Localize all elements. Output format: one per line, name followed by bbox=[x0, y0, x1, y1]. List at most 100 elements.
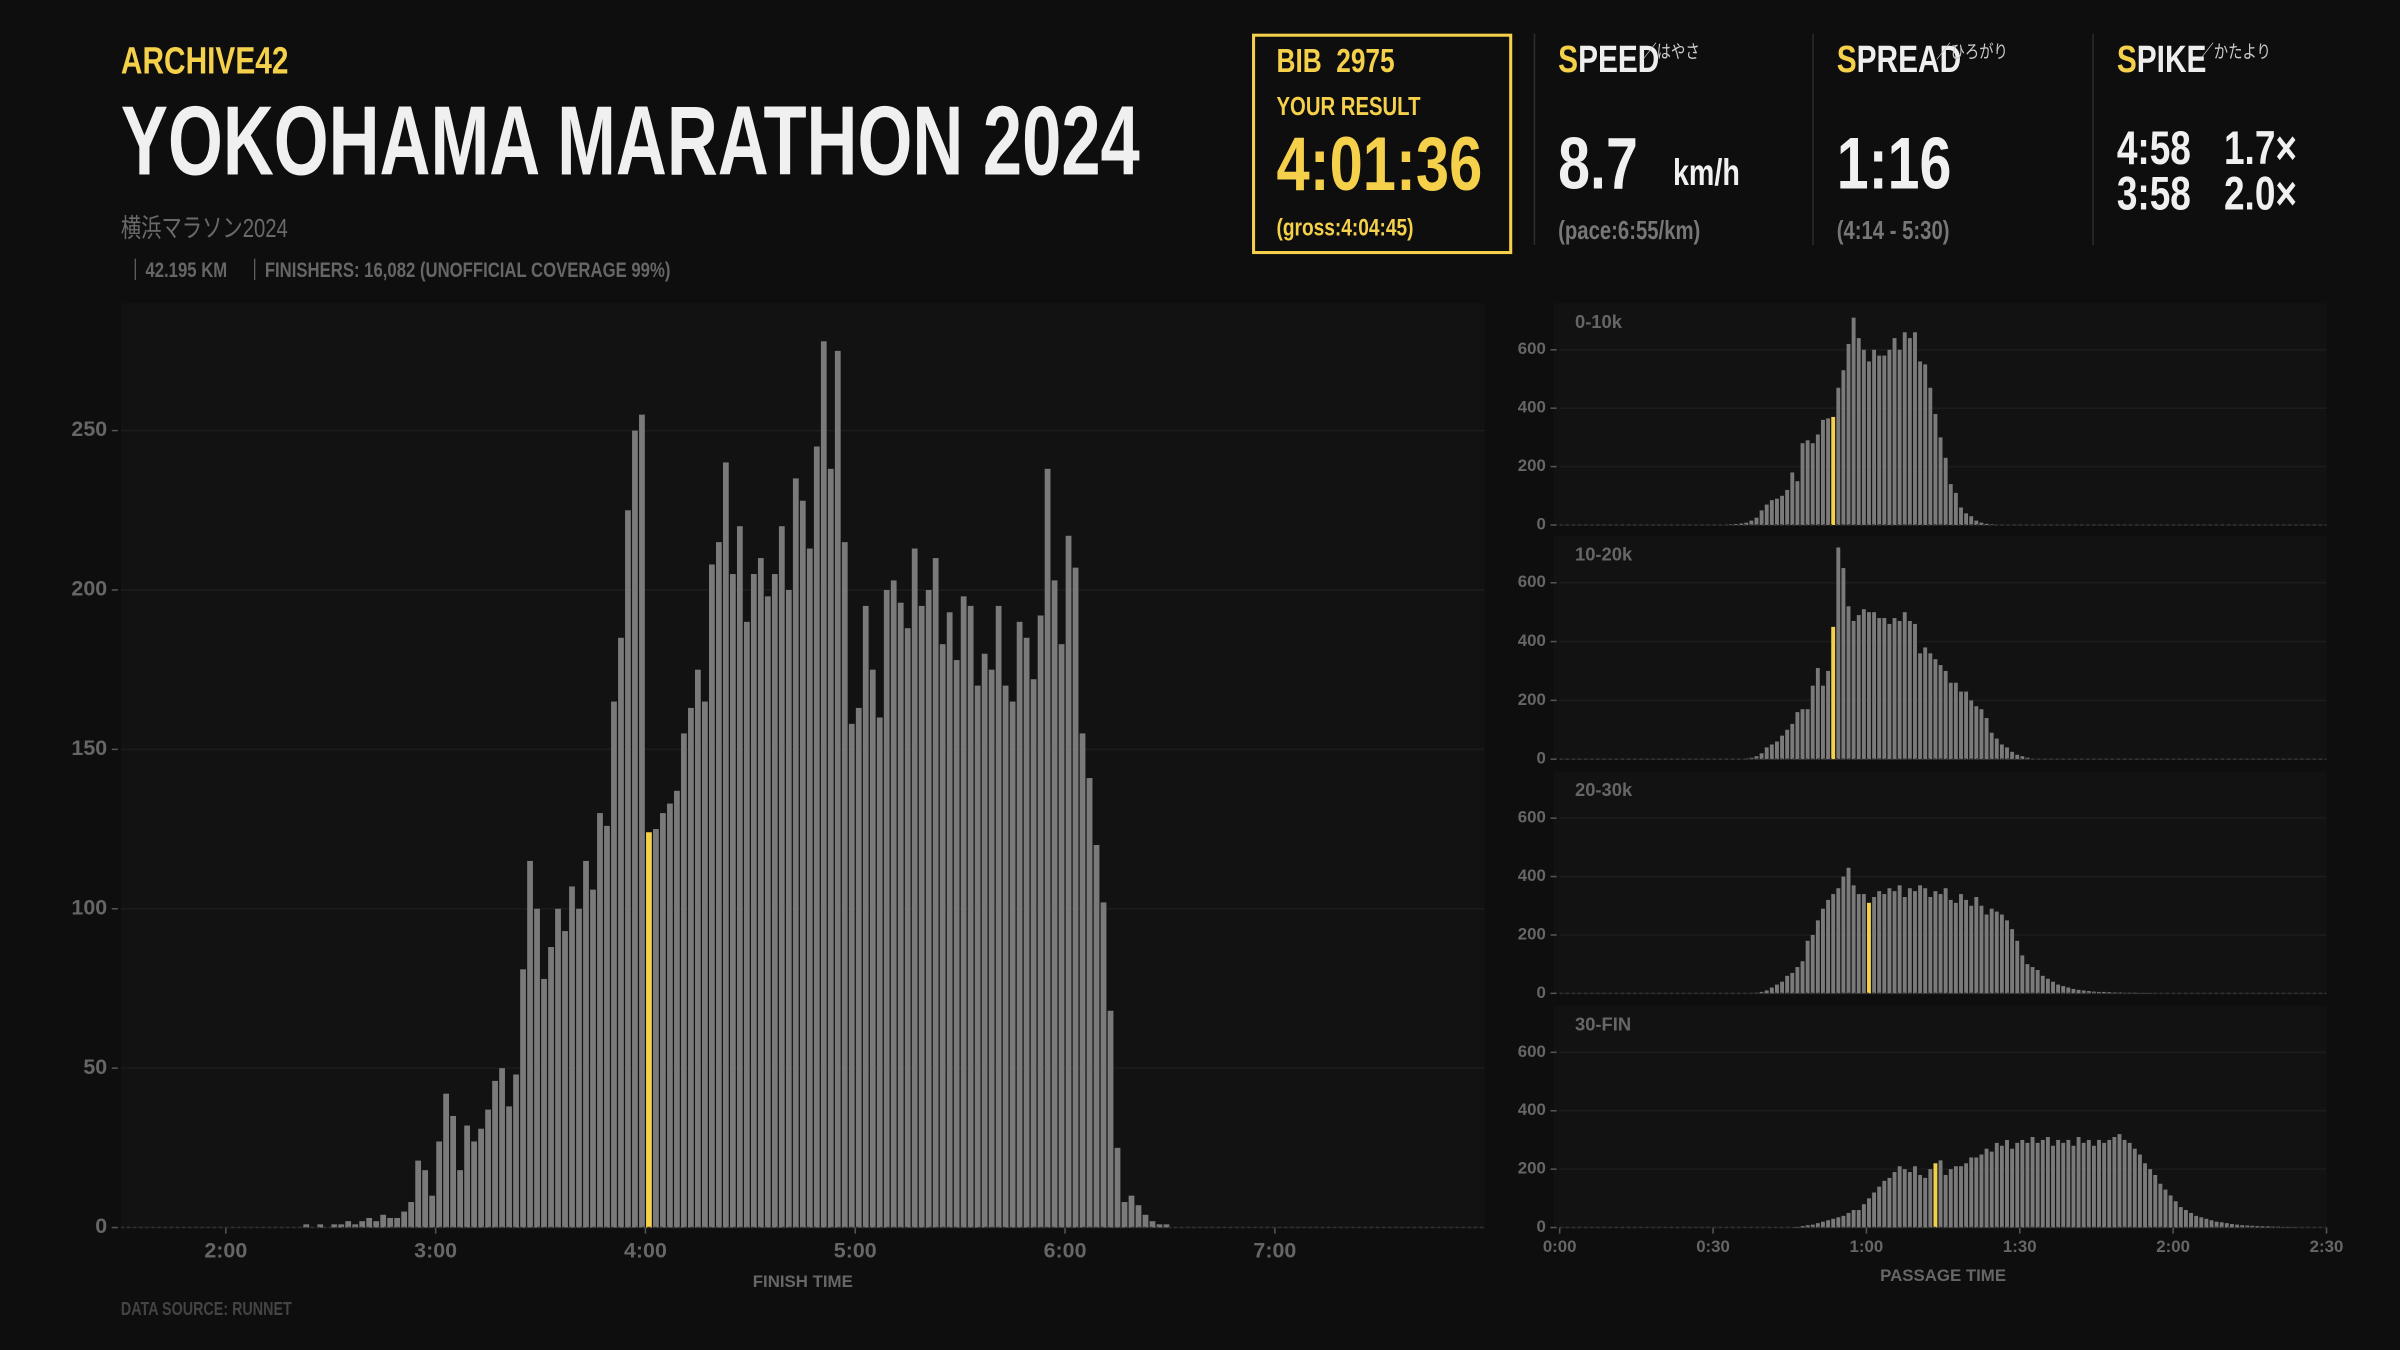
bar bbox=[1938, 437, 1943, 525]
bar bbox=[1841, 370, 1846, 525]
bar bbox=[1959, 507, 1963, 525]
x-tick-label: 1:30 bbox=[2003, 1237, 2037, 1256]
bar bbox=[1831, 626, 1836, 760]
bar bbox=[1969, 1157, 1974, 1228]
bar bbox=[1877, 355, 1882, 525]
bar bbox=[1928, 1169, 1933, 1228]
bar bbox=[457, 1170, 463, 1228]
bar bbox=[1959, 691, 1963, 760]
speed-note: (pace:6:55/km) bbox=[1558, 215, 1701, 245]
bar bbox=[1009, 701, 1016, 1228]
bar bbox=[1948, 899, 1953, 994]
bar bbox=[1907, 620, 1912, 760]
bar bbox=[408, 1202, 415, 1228]
divider bbox=[1812, 33, 1814, 245]
bar bbox=[1785, 729, 1790, 760]
bar bbox=[925, 589, 932, 1228]
bar bbox=[1969, 905, 1974, 994]
spread-kana: ／ひろがり bbox=[1936, 41, 2008, 63]
bar bbox=[1790, 972, 1795, 994]
bar bbox=[1959, 1166, 1963, 1228]
bar bbox=[492, 1080, 498, 1228]
bar bbox=[1989, 1151, 1994, 1228]
bar bbox=[1984, 523, 1989, 525]
result-label: YOUR RESULT bbox=[1276, 91, 1421, 121]
bar bbox=[2112, 1137, 2117, 1228]
bar bbox=[1948, 682, 1953, 760]
bar bbox=[855, 707, 862, 1228]
bar bbox=[632, 430, 638, 1228]
bar bbox=[2102, 991, 2107, 994]
bar bbox=[1815, 668, 1820, 760]
bar bbox=[1918, 1174, 1923, 1228]
bar bbox=[1877, 1186, 1882, 1228]
bar bbox=[834, 350, 841, 1228]
bar bbox=[841, 542, 848, 1228]
bar bbox=[1897, 349, 1902, 525]
bar bbox=[1867, 361, 1871, 525]
bar bbox=[1877, 891, 1882, 994]
bar bbox=[1918, 885, 1923, 994]
bar bbox=[1918, 653, 1923, 760]
bar bbox=[1815, 434, 1820, 525]
bar bbox=[974, 685, 981, 1228]
bar bbox=[1887, 623, 1892, 760]
y-tick-label: 200 bbox=[71, 577, 107, 601]
x-tick-label: 0:30 bbox=[1696, 1237, 1730, 1256]
panel-title: 10-20k bbox=[1575, 543, 1633, 564]
source: DATA SOURCE: RUNNET bbox=[120, 1297, 292, 1320]
bar bbox=[2081, 1142, 2086, 1228]
bar bbox=[1867, 612, 1871, 760]
bar bbox=[2286, 1226, 2291, 1228]
bar bbox=[1928, 653, 1933, 760]
bar bbox=[2204, 1218, 2209, 1228]
bar bbox=[1826, 418, 1831, 525]
bar bbox=[2117, 1134, 2122, 1228]
bar bbox=[667, 803, 673, 1228]
bar bbox=[1851, 885, 1856, 994]
bar bbox=[1953, 492, 1958, 525]
bar bbox=[2076, 989, 2081, 994]
x-tick-label: 5:00 bbox=[834, 1239, 877, 1263]
bar bbox=[1989, 732, 1994, 760]
y-tick-label: 0 bbox=[1537, 1217, 1546, 1236]
bar bbox=[415, 1160, 422, 1228]
y-tick-label: 0 bbox=[1537, 749, 1546, 768]
bar bbox=[2061, 1142, 2066, 1228]
bar bbox=[1754, 517, 1759, 525]
finishers: FINISHERS: 16,082 (UNOFFICIAL COVERAGE 9… bbox=[254, 258, 670, 281]
bar bbox=[1943, 888, 1948, 994]
bar bbox=[1821, 419, 1825, 525]
bar bbox=[611, 701, 617, 1228]
bar bbox=[1861, 1204, 1866, 1228]
bar bbox=[1923, 888, 1928, 994]
bar bbox=[1002, 685, 1009, 1228]
bar bbox=[2045, 978, 2050, 994]
bar bbox=[2020, 1139, 2025, 1228]
bar bbox=[1754, 756, 1759, 760]
bar bbox=[1836, 1217, 1841, 1228]
bar bbox=[1994, 1142, 1999, 1228]
bar bbox=[352, 1224, 359, 1228]
bar bbox=[1887, 888, 1892, 994]
bar bbox=[1795, 712, 1800, 760]
y-tick-label: 250 bbox=[71, 417, 107, 441]
bar bbox=[303, 1224, 310, 1228]
bar bbox=[1775, 984, 1779, 994]
x-tick-label: 3:00 bbox=[414, 1239, 457, 1263]
bar bbox=[1943, 1174, 1948, 1228]
bar bbox=[1984, 718, 1989, 760]
bar bbox=[1974, 520, 1979, 525]
bar bbox=[688, 707, 694, 1228]
bar bbox=[1959, 894, 1963, 994]
bar bbox=[1821, 1221, 1825, 1228]
bar bbox=[939, 644, 946, 1228]
bar bbox=[1943, 457, 1948, 525]
bar bbox=[1948, 484, 1953, 525]
bar bbox=[1795, 967, 1800, 994]
bar bbox=[2102, 1142, 2107, 1228]
bar bbox=[1149, 1221, 1156, 1228]
panel-title: 0-10k bbox=[1575, 311, 1623, 332]
bar bbox=[1953, 1166, 1958, 1228]
